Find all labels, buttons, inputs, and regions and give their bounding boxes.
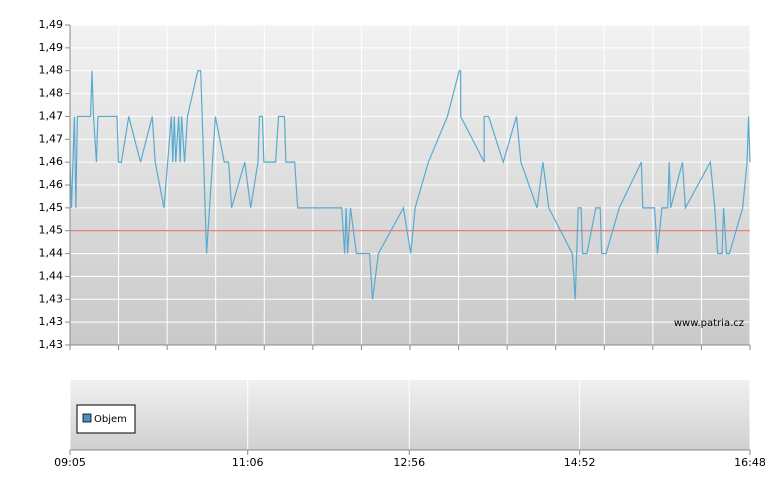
y-tick-label: 1,43 bbox=[39, 315, 64, 328]
x-tick-label: 14:52 bbox=[564, 456, 596, 469]
x-tick-label: 09:05 bbox=[54, 456, 86, 469]
y-tick-label: 1,45 bbox=[39, 201, 64, 214]
y-tick-label: 1,43 bbox=[39, 292, 64, 305]
watermark: www.patria.cz bbox=[674, 318, 744, 329]
x-tick-label: 11:06 bbox=[232, 456, 264, 469]
y-tick-label: 1,47 bbox=[39, 132, 64, 145]
y-tick-label: 1,48 bbox=[39, 64, 64, 77]
x-tick-label: 16:48 bbox=[734, 456, 766, 469]
volume-plot-area bbox=[70, 380, 750, 450]
y-tick-label: 1,49 bbox=[39, 41, 64, 54]
y-tick-label: 1,47 bbox=[39, 109, 64, 122]
y-tick-label: 1,43 bbox=[39, 338, 64, 351]
y-tick-label: 1,44 bbox=[39, 269, 64, 282]
price-line bbox=[69, 70, 751, 300]
y-tick-label: 1,49 bbox=[39, 18, 64, 31]
y-tick-label: 1,48 bbox=[39, 87, 64, 100]
x-tick-label: 12:56 bbox=[393, 456, 425, 469]
legend-label: Objem bbox=[94, 414, 127, 425]
y-tick-label: 1,45 bbox=[39, 224, 64, 237]
y-tick-label: 1,46 bbox=[39, 178, 64, 191]
legend-swatch bbox=[82, 413, 92, 423]
y-tick-label: 1,44 bbox=[39, 247, 64, 260]
y-tick-label: 1,46 bbox=[39, 155, 64, 168]
